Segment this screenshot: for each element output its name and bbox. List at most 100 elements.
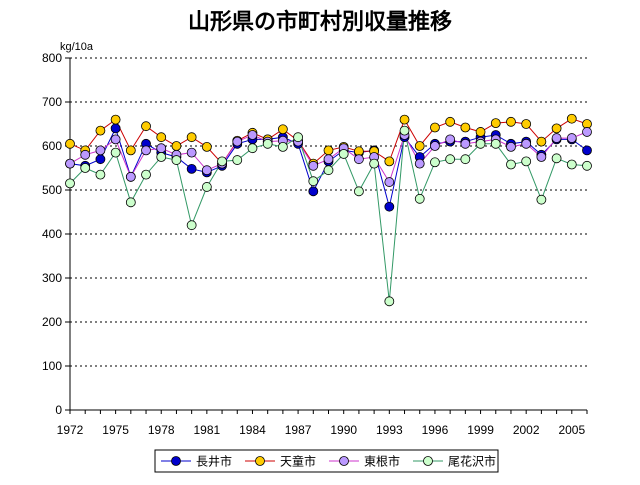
data-point <box>399 125 410 136</box>
data-point <box>171 141 182 151</box>
data-point <box>201 182 212 192</box>
data-point <box>566 113 577 124</box>
x-tick-label: 1996 <box>422 423 449 437</box>
data-point <box>475 127 486 137</box>
chart-title: 山形県の市町村別収量推移 <box>187 10 452 35</box>
x-tick-labels: 1972 1975 1978 1981 1984 1987 1990 1993 1996 1999… <box>57 423 586 437</box>
data-point <box>323 145 334 156</box>
data-point <box>141 121 151 132</box>
data-point <box>80 163 91 173</box>
data-point <box>277 141 288 152</box>
data-point <box>551 123 562 134</box>
data-point <box>536 194 547 205</box>
legend-marker <box>339 456 349 466</box>
data-point <box>201 141 212 152</box>
data-point <box>490 118 501 129</box>
data-point <box>430 141 440 151</box>
data-point <box>125 171 136 182</box>
legend: 長井市 天童市 東根市 尾花沢市 <box>154 449 499 473</box>
data-point <box>490 138 501 149</box>
legend-label: 尾花沢市 <box>448 454 496 469</box>
y-tick-labels: 0 100 200 300 400 500 600 700 800 <box>42 51 62 417</box>
x-tick-label: 1972 <box>57 423 84 437</box>
data-point <box>110 147 121 158</box>
data-point <box>430 157 440 168</box>
y-tick-label: 800 <box>42 51 62 65</box>
data-point <box>110 114 121 125</box>
data-point <box>308 176 319 187</box>
y-tick-label: 0 <box>55 403 62 417</box>
data-point <box>65 178 75 189</box>
data-point <box>582 145 592 156</box>
data-point <box>414 141 425 151</box>
data-point <box>65 138 75 149</box>
data-point <box>536 152 547 162</box>
data-point <box>566 159 577 170</box>
data-point <box>110 123 121 134</box>
series-4-markers <box>65 125 592 307</box>
x-tick-label: 1984 <box>239 423 266 437</box>
data-point <box>384 296 395 307</box>
data-point <box>156 143 167 154</box>
data-point <box>551 153 562 164</box>
data-point <box>536 136 547 147</box>
data-point <box>156 152 167 162</box>
data-point <box>399 114 410 125</box>
data-point <box>566 133 577 143</box>
data-point <box>232 136 243 147</box>
y-tick-label: 500 <box>42 183 62 197</box>
x-tick-label: 2005 <box>558 423 585 437</box>
data-point <box>506 116 516 127</box>
data-point <box>277 124 288 135</box>
x-tick-label: 1987 <box>285 423 312 437</box>
legend-marker <box>255 456 265 466</box>
y-tick-label: 700 <box>42 95 62 109</box>
data-point <box>582 160 592 171</box>
y-tick-label: 600 <box>42 139 62 153</box>
data-point <box>521 138 532 149</box>
y-tick-label: 400 <box>42 227 62 241</box>
data-point <box>186 163 197 174</box>
data-point <box>506 159 516 170</box>
data-point <box>521 156 532 167</box>
data-point <box>445 154 456 165</box>
data-point <box>186 220 197 231</box>
data-point <box>141 145 151 156</box>
y-tick-label: 200 <box>42 315 62 329</box>
x-tick-label: 1981 <box>194 423 221 437</box>
data-point <box>110 134 121 145</box>
legend-label: 東根市 <box>364 454 400 469</box>
data-point <box>308 186 319 197</box>
data-point <box>384 201 395 212</box>
legend-box <box>154 449 499 473</box>
data-point <box>171 155 182 165</box>
data-point <box>125 145 136 156</box>
data-point <box>521 119 532 129</box>
data-point <box>414 158 425 169</box>
legend-label: 長井市 <box>196 454 232 469</box>
x-tick-label: 1990 <box>330 423 357 437</box>
y-tick-label: 300 <box>42 271 62 285</box>
series-layer <box>65 113 592 307</box>
data-point <box>95 154 106 165</box>
data-point <box>247 143 258 154</box>
data-point <box>125 197 136 208</box>
data-point <box>475 138 486 149</box>
data-point <box>414 193 425 204</box>
data-point <box>217 156 227 167</box>
data-point <box>354 186 364 197</box>
data-point <box>430 122 440 133</box>
x-tick-label: 1978 <box>148 423 175 437</box>
data-point <box>201 165 212 176</box>
data-point <box>460 154 471 165</box>
data-point <box>338 149 349 159</box>
data-point <box>95 125 106 136</box>
legend-label: 天童市 <box>280 454 316 469</box>
data-point <box>445 134 456 145</box>
data-point <box>156 132 167 143</box>
data-point <box>65 158 75 169</box>
data-point <box>232 155 243 165</box>
data-point <box>369 158 380 169</box>
data-point <box>186 132 197 143</box>
